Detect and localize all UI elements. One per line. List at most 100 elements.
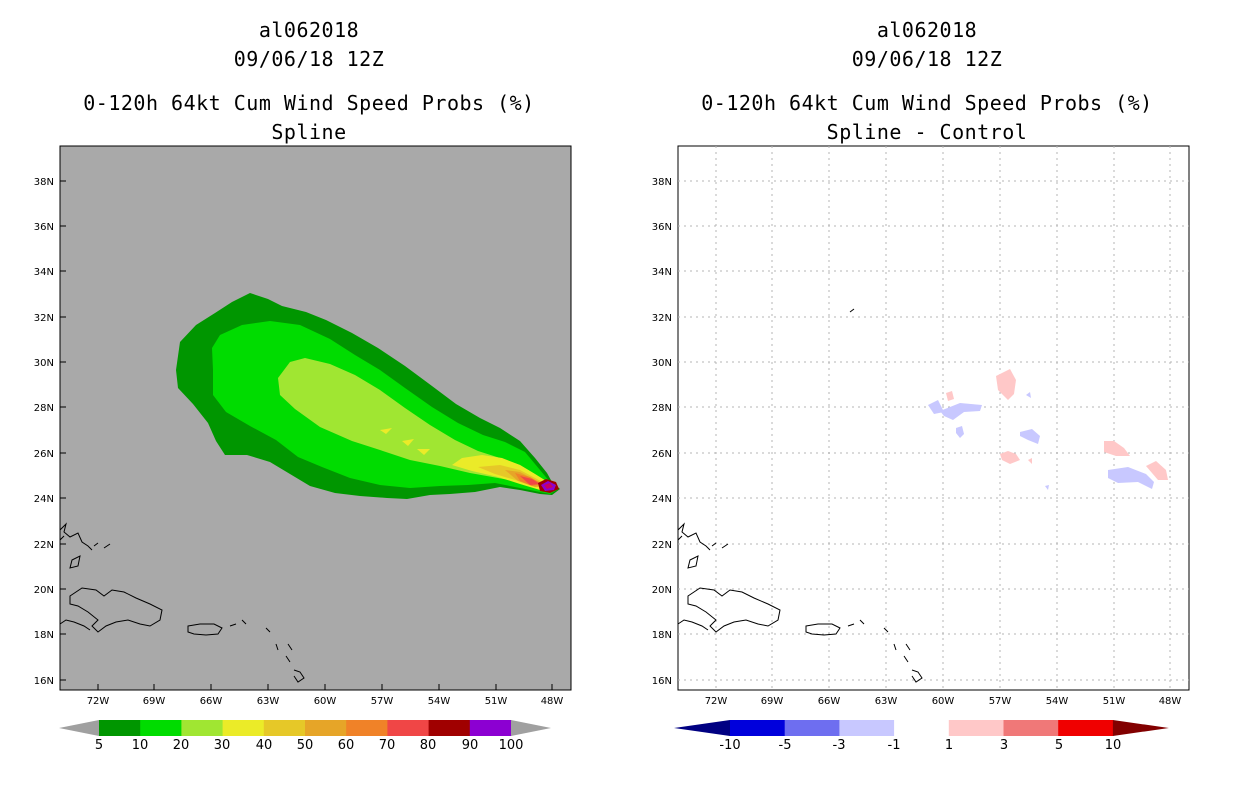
colorbar-labels: 5 10 20 30 40 50 60 70 80 90 100 (95, 738, 524, 753)
colorbar-segments (674, 720, 1169, 736)
longitude-labels: 72W 69W 66W 63W 60W 57W 54W 51W 48W (87, 696, 564, 707)
colorbar-segment (263, 720, 306, 736)
right-panel: al062018 09/06/18 12Z 0-120h 64kt Cum Wi… (618, 0, 1236, 800)
date-title: 09/06/18 12Z (233, 47, 385, 71)
colorbar-segment (894, 720, 950, 736)
bahamas-islands (59, 535, 111, 569)
lesser-antilles (847, 619, 923, 683)
product-title: 0-120h 64kt Cum Wind Speed Probs (%) (83, 91, 535, 115)
lon-label: 51W (485, 696, 508, 707)
lon-label: 72W (705, 696, 728, 707)
colorbar-label: 50 (297, 738, 314, 753)
lon-label: 48W (1159, 696, 1182, 707)
puerto-rico-coast (187, 623, 223, 636)
difference-map: 38N 36N 34N 32N 30N 28N 26N 24N 22N 20N … (652, 145, 1190, 707)
colorbar-segment (99, 720, 141, 736)
map-background (677, 145, 1190, 691)
colorbar-label: -1 (888, 738, 901, 753)
lat-label: 18N (652, 630, 672, 641)
lat-label: 26N (34, 449, 54, 460)
lon-label: 66W (200, 696, 223, 707)
colorbar-label: 40 (256, 738, 273, 753)
map-grid-ticks (60, 180, 553, 690)
contour-30pct-islet-3 (417, 449, 430, 455)
colorbar-label: 3 (1000, 738, 1008, 753)
difference-patches (928, 369, 1168, 490)
negative-patch (956, 426, 964, 438)
gridlines (678, 146, 1189, 690)
method-title: Spline - Control (826, 120, 1028, 144)
lon-label: 60W (932, 696, 955, 707)
colorbar-label: 100 (499, 738, 524, 753)
coastlines (59, 522, 305, 683)
contour-30pct-islet-1 (380, 428, 392, 434)
lat-label: 38N (34, 177, 54, 188)
lat-label: 36N (652, 222, 672, 233)
colorbar-segment (730, 720, 786, 736)
product-title: 0-120h 64kt Cum Wind Speed Probs (%) (701, 91, 1153, 115)
hispaniola-coast (69, 587, 163, 633)
method-title: Spline (271, 120, 347, 144)
contour-30pct-islet-2 (402, 439, 414, 446)
lat-label: 20N (652, 585, 672, 596)
lon-label: 63W (257, 696, 280, 707)
colorbar-segment (387, 720, 430, 736)
lat-label: 22N (652, 540, 672, 551)
colorbar-label: 20 (173, 738, 190, 753)
probability-map: 38N 36N 34N 32N 30N 28N 26N 24N 22N 20N … (34, 145, 572, 707)
lon-label: 69W (761, 696, 784, 707)
colorbar-label: -5 (779, 738, 792, 753)
colorbar-segments (59, 720, 551, 736)
probability-contours (176, 293, 560, 499)
colorbar-label: 10 (1105, 738, 1122, 753)
colorbar-under-arrow (59, 720, 99, 736)
lesser-antilles (229, 619, 305, 683)
lat-label: 30N (34, 358, 54, 369)
lat-label: 34N (652, 267, 672, 278)
lon-label: 69W (143, 696, 166, 707)
colorbar-segment (469, 720, 512, 736)
negative-patch (928, 400, 944, 414)
colorbar: -10 -5 -3 -1 1 3 5 10 (674, 720, 1169, 753)
lat-label: 16N (652, 676, 672, 687)
colorbar-segment (784, 720, 840, 736)
colorbar-label: 5 (95, 738, 103, 753)
negative-patch (1045, 485, 1049, 490)
colorbar-label: -10 (719, 738, 740, 753)
negative-patch (940, 403, 982, 420)
positive-patch (946, 391, 954, 401)
lat-label: 26N (652, 449, 672, 460)
contour-70pct (520, 476, 540, 485)
longitude-labels: 72W 69W 66W 63W 60W 57W 54W 51W 48W (705, 696, 1182, 707)
positive-patch (1146, 461, 1168, 480)
colorbar-segment (222, 720, 265, 736)
lat-label: 24N (652, 494, 672, 505)
lon-label: 48W (541, 696, 564, 707)
lat-label: 18N (34, 630, 54, 641)
negative-patch (1026, 392, 1031, 398)
colorbar-segment (1058, 720, 1114, 736)
colorbar-under-arrow (674, 720, 730, 736)
lat-label: 16N (34, 676, 54, 687)
lon-label: 54W (1046, 696, 1069, 707)
bahamas-islands (677, 535, 729, 569)
colorbar-label: 90 (462, 738, 479, 753)
left-panel: al062018 09/06/18 12Z 0-120h 64kt Cum Wi… (34, 18, 572, 753)
lon-label: 57W (989, 696, 1012, 707)
colorbar: 5 10 20 30 40 50 60 70 80 90 100 (59, 720, 551, 753)
positive-patch (1104, 441, 1130, 456)
colorbar-label: 10 (132, 738, 149, 753)
colorbar-label: 70 (379, 738, 396, 753)
lat-label: 28N (652, 403, 672, 414)
cuba-coast (677, 522, 711, 631)
positive-patch (1000, 451, 1020, 464)
lat-label: 38N (652, 177, 672, 188)
colorbar-segment (428, 720, 471, 736)
date-title: 09/06/18 12Z (851, 47, 1003, 71)
lon-label: 54W (428, 696, 451, 707)
lat-label: 22N (34, 540, 54, 551)
colorbar-segment (181, 720, 224, 736)
lon-label: 63W (875, 696, 898, 707)
colorbar-segment (948, 720, 1005, 736)
positive-patch (1028, 458, 1032, 464)
